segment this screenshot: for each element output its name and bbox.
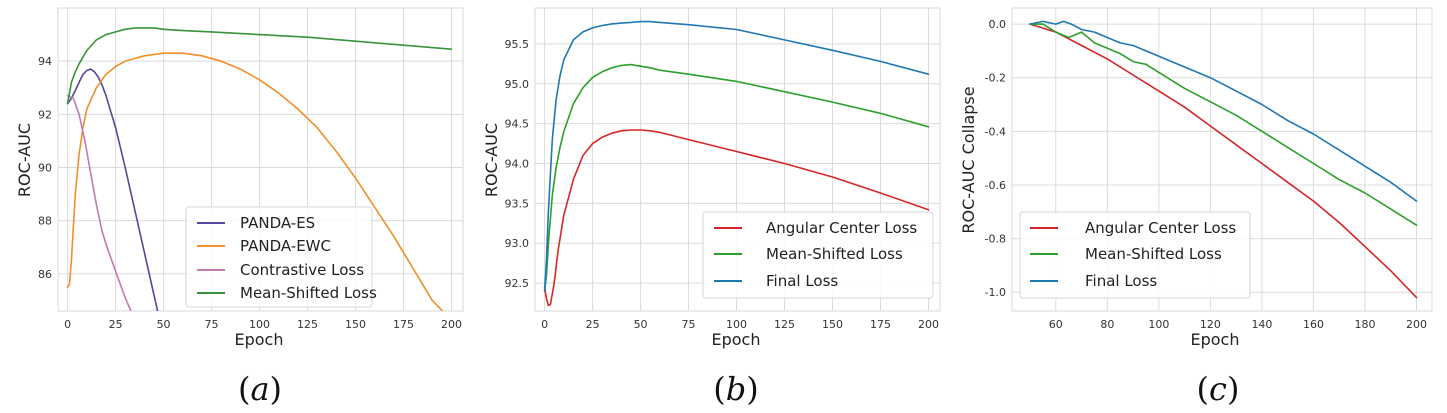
panel-c-ytick-0-2: -0.2 bbox=[985, 72, 1006, 85]
legend-label-mean-shifted-loss-b: Mean-Shifted Loss bbox=[766, 245, 903, 263]
panel-c-series-final-loss bbox=[1029, 20, 1418, 202]
panel-a-xlabel: Epoch bbox=[235, 330, 284, 349]
panel-c-legend-box bbox=[1019, 211, 1251, 299]
legend-label-final-loss-c: Final Loss bbox=[1085, 272, 1157, 290]
panel-c-xtick-200: 200 bbox=[1406, 318, 1427, 331]
panel-a-xtick-25: 25 bbox=[109, 318, 123, 331]
panel-a-legend-box bbox=[185, 206, 373, 308]
legend-label-angular-center-loss-c: Angular Center Loss bbox=[1085, 219, 1236, 237]
panel-b-caption-letter: b bbox=[726, 370, 746, 408]
panel-c-ytick-0-8: -0.8 bbox=[985, 233, 1006, 246]
legend-label-contrastive-loss: Contrastive Loss bbox=[240, 261, 364, 279]
panel-b-ytick-94-5: 94.5 bbox=[505, 118, 530, 131]
panel-a-xtick-100: 100 bbox=[249, 318, 270, 331]
panel-c-ytick-0-4: -0.4 bbox=[985, 125, 1006, 138]
panel-c-series bbox=[1029, 20, 1418, 299]
panel-c-series-mean-shifted-loss bbox=[1029, 23, 1418, 226]
panel-b-xtick-25: 25 bbox=[586, 318, 600, 331]
panel-b-series-mean-shifted-loss bbox=[543, 63, 930, 292]
panel-b-xlabel: Epoch bbox=[712, 330, 761, 349]
panel-b-ytick-93-0: 93.0 bbox=[505, 237, 530, 250]
legend-label-panda-ewc: PANDA-EWC bbox=[240, 237, 331, 255]
panel-b: 0 25 50 75 100 125 150 175 200 92.5 93.0 93.5 94.0 94… bbox=[482, 7, 941, 408]
panel-a-ytick-90: 90 bbox=[38, 161, 52, 174]
panel-b-ticks: 0 25 50 75 100 125 150 175 200 92.5 93.0 93.5 94.0 94… bbox=[505, 38, 939, 331]
legend-label-final-loss-b: Final Loss bbox=[766, 272, 838, 290]
panel-a-ytick-86: 86 bbox=[38, 268, 52, 281]
panel-a-ticks: 0 25 50 75 100 125 150 175 200 86 88 90 92 94 bbox=[38, 55, 462, 331]
panel-a-series-contrastive-loss bbox=[66, 94, 132, 311]
panel-c-xtick-100: 100 bbox=[1148, 318, 1169, 331]
panel-c-ticks: 60 80 100 120 140 160 180 200 0.0 -0.2 -0.4 -0.6 -0.… bbox=[985, 18, 1428, 331]
panel-c-xlabel: Epoch bbox=[1191, 330, 1240, 349]
panel-a-xtick-150: 150 bbox=[345, 318, 366, 331]
panel-a-xtick-125: 125 bbox=[297, 318, 318, 331]
panel-a-xtick-50: 50 bbox=[157, 318, 171, 331]
panel-a-ylabel: ROC-AUC bbox=[15, 123, 34, 197]
panel-c-xtick-120: 120 bbox=[1200, 318, 1221, 331]
panel-a-caption-letter: a bbox=[250, 370, 269, 408]
panel-c-ylabel: ROC-AUC Collapse bbox=[959, 86, 978, 233]
panel-b-xtick-100: 100 bbox=[726, 318, 747, 331]
panel-b-ytick-94-0: 94.0 bbox=[505, 157, 530, 170]
panel-b-ytick-93-5: 93.5 bbox=[505, 197, 530, 210]
panel-b-caption: (b) bbox=[713, 370, 758, 408]
panel-c-xtick-60: 60 bbox=[1049, 318, 1063, 331]
panel-b-xtick-200: 200 bbox=[918, 318, 939, 331]
panel-c-series-angular-center-loss bbox=[1029, 23, 1418, 299]
panel-b-series-final-loss bbox=[543, 20, 930, 292]
panel-b-ytick-92-5: 92.5 bbox=[505, 277, 530, 290]
panel-b-series-angular-center-loss bbox=[543, 129, 930, 307]
panel-b-xtick-175: 175 bbox=[870, 318, 891, 331]
panel-a-ytick-92: 92 bbox=[38, 108, 52, 121]
panel-a: 0 25 50 75 100 125 150 175 200 86 88 90 92 94 Epoch R… bbox=[15, 7, 464, 408]
panel-c-xtick-80: 80 bbox=[1100, 318, 1114, 331]
panel-a-xtick-175: 175 bbox=[393, 318, 414, 331]
legend-label-angular-center-loss-b: Angular Center Loss bbox=[766, 219, 917, 237]
panel-a-legend: PANDA-ES PANDA-EWC Contrastive Loss Mean… bbox=[185, 206, 377, 308]
panel-c-caption-letter: c bbox=[1209, 370, 1227, 408]
panel-b-ytick-95-5: 95.5 bbox=[505, 38, 530, 51]
panel-b-ylabel: ROC-AUC bbox=[482, 123, 501, 197]
panel-a-series bbox=[66, 27, 453, 311]
legend-label-mean-shifted-loss-a: Mean-Shifted Loss bbox=[240, 284, 377, 302]
legend-label-panda-es: PANDA-ES bbox=[240, 214, 315, 232]
panel-c-xtick-180: 180 bbox=[1355, 318, 1376, 331]
panel-b-xtick-150: 150 bbox=[822, 318, 843, 331]
panel-b-xtick-50: 50 bbox=[634, 318, 648, 331]
panel-a-caption: (a) bbox=[238, 370, 282, 408]
panel-c-caption: (c) bbox=[1197, 370, 1240, 408]
legend-label-mean-shifted-loss-c: Mean-Shifted Loss bbox=[1085, 245, 1222, 263]
panel-a-xtick-200: 200 bbox=[441, 318, 462, 331]
panel-a-xtick-75: 75 bbox=[205, 318, 219, 331]
panel-a-xtick-0: 0 bbox=[64, 318, 71, 331]
panel-b-xtick-125: 125 bbox=[774, 318, 795, 331]
panel-b-legend: Angular Center Loss Mean-Shifted Loss Fi… bbox=[702, 211, 934, 299]
panel-c-ytick-0-6: -0.6 bbox=[985, 179, 1006, 192]
panel-b-xtick-75: 75 bbox=[682, 318, 696, 331]
panel-c-xtick-140: 140 bbox=[1251, 318, 1272, 331]
panel-c-ytick-0-0: 0.0 bbox=[989, 18, 1007, 31]
panel-a-series-mean-shifted-loss bbox=[66, 27, 453, 105]
panel-c-xtick-160: 160 bbox=[1303, 318, 1324, 331]
panel-c-ytick-1-0: -1.0 bbox=[985, 286, 1006, 299]
panel-a-ytick-94: 94 bbox=[38, 55, 52, 68]
panel-c: 60 80 100 120 140 160 180 200 0.0 -0.2 -0.4 -0.6 -0.… bbox=[959, 7, 1433, 408]
panel-b-xtick-0: 0 bbox=[541, 318, 548, 331]
panel-b-legend-box bbox=[702, 211, 934, 299]
panel-b-ytick-95-0: 95.0 bbox=[505, 78, 530, 91]
panel-c-legend: Angular Center Loss Mean-Shifted Loss Fi… bbox=[1019, 211, 1251, 299]
panel-b-series bbox=[543, 20, 930, 307]
panel-a-ytick-88: 88 bbox=[38, 215, 52, 228]
